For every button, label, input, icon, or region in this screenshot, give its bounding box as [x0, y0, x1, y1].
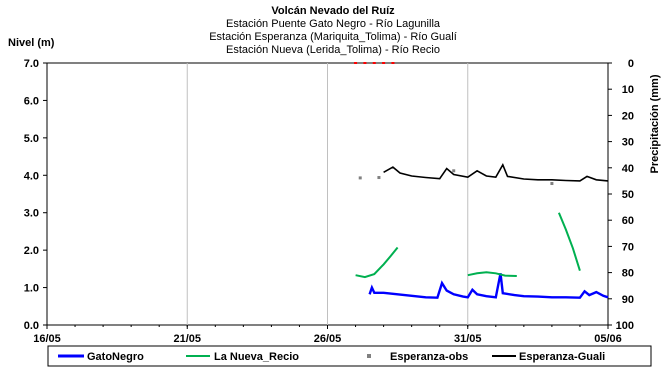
y2-tick-label: 60 [622, 215, 634, 227]
chart-subtitle-2: Estación Esperanza (Mariquita_Tolima) - … [209, 31, 457, 43]
x-tick-label: 31/05 [454, 333, 482, 345]
y2-tick-label: 40 [622, 163, 634, 175]
y2-tick-label: 80 [622, 268, 634, 280]
legend-item-la-nueva-recio: La Nueva_Recio [186, 351, 299, 363]
y2-tick-label: 10 [622, 84, 634, 96]
series-la-nueva-recio [467, 271, 517, 277]
y-tick-label: 2.0 [24, 245, 39, 257]
y2-tick-label: 30 [622, 137, 634, 149]
y2-tick-label: 50 [622, 189, 634, 201]
x-axis: 16/05 21/05 26/05 31/05 05/06 [33, 325, 622, 345]
bar-precipitacion [391, 62, 395, 64]
bar-precipitacion [382, 62, 386, 64]
legend-item-esperanza-obs: Esperanza-obs [367, 351, 468, 363]
y2-axis: 0 10 20 30 40 50 60 70 80 90 100 [608, 58, 634, 332]
y-axis: 0.0 1.0 2.0 3.0 4.0 5.0 6.0 7.0 [24, 58, 47, 332]
legend-swatch-esperanza-obs [367, 354, 371, 358]
series-gatonegro [368, 273, 609, 299]
point-esperanza-obs [358, 176, 362, 180]
legend-label-esperanza-obs: Esperanza-obs [390, 351, 468, 363]
legend-label-la-nueva-recio: La Nueva_Recio [214, 351, 299, 363]
y-tick-label: 5.0 [24, 133, 39, 145]
chart-subtitle-1: Estación Puente Gato Negro - Río Lagunil… [226, 18, 441, 30]
x-tick-label: 26/05 [314, 333, 342, 345]
y-tick-label: 3.0 [24, 208, 39, 220]
y2-tick-label: 100 [616, 320, 634, 332]
y2-axis-label: Precipitación (mm) [649, 74, 661, 173]
y2-tick-label: 70 [622, 241, 634, 253]
x-tick-label: 05/06 [594, 333, 622, 345]
point-esperanza-obs [452, 169, 456, 173]
grid [186, 63, 469, 325]
series-la-nueva-recio [355, 246, 399, 279]
y-tick-label: 0.0 [24, 320, 39, 332]
series-esperanza-guali [383, 162, 609, 182]
series-layer [354, 62, 609, 299]
y2-tick-label: 90 [622, 294, 634, 306]
bar-precipitacion [372, 62, 376, 64]
y-tick-label: 7.0 [24, 58, 39, 70]
bar-precipitacion [354, 62, 358, 64]
y-tick-label: 4.0 [24, 170, 39, 182]
x-tick-label: 16/05 [33, 333, 61, 345]
legend-item-gatonegro: GatoNegro [58, 351, 144, 363]
y-tick-label: 1.0 [24, 283, 39, 295]
point-esperanza-obs [377, 176, 381, 180]
y-tick-label: 6.0 [24, 95, 39, 107]
series-la-nueva-recio [557, 212, 581, 271]
legend-label-gatonegro: GatoNegro [87, 351, 144, 363]
legend-label-esperanza-guali: Esperanza-Guali [519, 351, 605, 363]
x-tick-label: 21/05 [173, 333, 201, 345]
bar-precipitacion [363, 62, 367, 64]
legend-box [47, 345, 652, 367]
y2-tick-label: 0 [628, 58, 634, 70]
chart-subtitle-3: Estación Nueva (Lerida_Tolima) - Río Rec… [226, 44, 440, 56]
y-axis-label: Nivel (m) [8, 37, 55, 49]
y2-tick-label: 20 [622, 110, 634, 122]
legend-item-esperanza-guali: Esperanza-Guali [492, 351, 605, 363]
point-esperanza-obs [550, 182, 554, 186]
chart-title: Volcán Nevado del Ruíz [271, 5, 395, 17]
